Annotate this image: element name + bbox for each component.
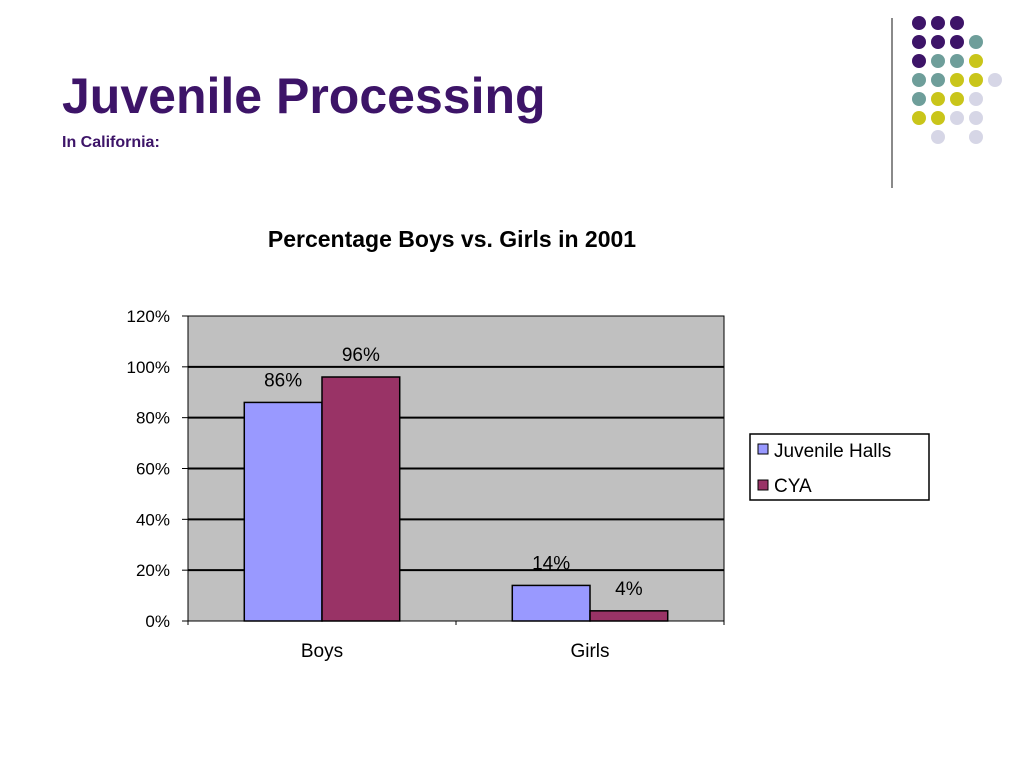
decorative-dot <box>950 16 964 30</box>
bar <box>243 401 323 622</box>
decorative-dot <box>969 54 983 68</box>
legend-label-cya: CYA <box>774 476 812 497</box>
decorative-dot <box>969 130 983 144</box>
decorative-dot <box>950 92 964 106</box>
decorative-dot <box>912 16 926 30</box>
decorative-dot <box>969 92 983 106</box>
decorative-dot <box>988 73 1002 87</box>
decorative-dot <box>950 54 964 68</box>
y-tick-label: 20% <box>136 561 170 580</box>
bar <box>511 584 591 622</box>
decorative-dot <box>931 92 945 106</box>
divider-line <box>891 18 893 188</box>
data-label: 14% <box>532 553 570 574</box>
legend-box <box>749 433 930 501</box>
decorative-dot <box>931 73 945 87</box>
decorative-dot <box>931 35 945 49</box>
y-tick-label: 80% <box>136 409 170 428</box>
y-tick-label: 40% <box>136 510 170 529</box>
data-label: 96% <box>342 345 380 366</box>
x-category-label: Girls <box>570 641 609 662</box>
y-axis: 0% 20% 40% 60% 80% 100% 120% <box>127 307 188 631</box>
decorative-dot <box>912 35 926 49</box>
bar <box>321 376 401 622</box>
y-tick-label: 60% <box>136 460 170 479</box>
x-axis: Boys Girls <box>187 621 725 662</box>
legend-swatch-juvenile-halls <box>757 443 769 455</box>
data-label: 86% <box>264 370 302 391</box>
decorative-dot <box>931 54 945 68</box>
legend-label-juvenile-halls: Juvenile Halls <box>774 441 891 462</box>
y-tick-label: 120% <box>127 307 170 326</box>
decorative-dot-grid <box>912 16 1002 144</box>
slide-subtitle: In California: <box>62 134 160 151</box>
legend-swatch-cya <box>757 479 769 491</box>
decorative-dot <box>931 16 945 30</box>
x-category-label: Boys <box>301 641 343 662</box>
slide-title: Juvenile Processing <box>62 68 546 124</box>
decorative-dot <box>969 111 983 125</box>
decorative-dot <box>950 111 964 125</box>
data-label: 4% <box>615 579 643 600</box>
chart-title: Percentage Boys vs. Girls in 2001 <box>268 226 636 252</box>
decorative-dot <box>969 35 983 49</box>
decorative-dot <box>950 73 964 87</box>
decorative-dot <box>931 111 945 125</box>
decorative-dot <box>912 54 926 68</box>
decorative-dot <box>912 73 926 87</box>
decorative-dot <box>931 130 945 144</box>
decorative-dot <box>950 35 964 49</box>
legend: Juvenile Halls CYA <box>749 433 930 501</box>
decorative-dot <box>969 73 983 87</box>
bars: 86% 96% 14% 4% <box>243 345 669 622</box>
bar <box>589 610 669 622</box>
decorative-dot <box>912 111 926 125</box>
decorative-dot <box>912 92 926 106</box>
y-tick-label: 0% <box>145 612 170 631</box>
y-tick-label: 100% <box>127 358 170 377</box>
